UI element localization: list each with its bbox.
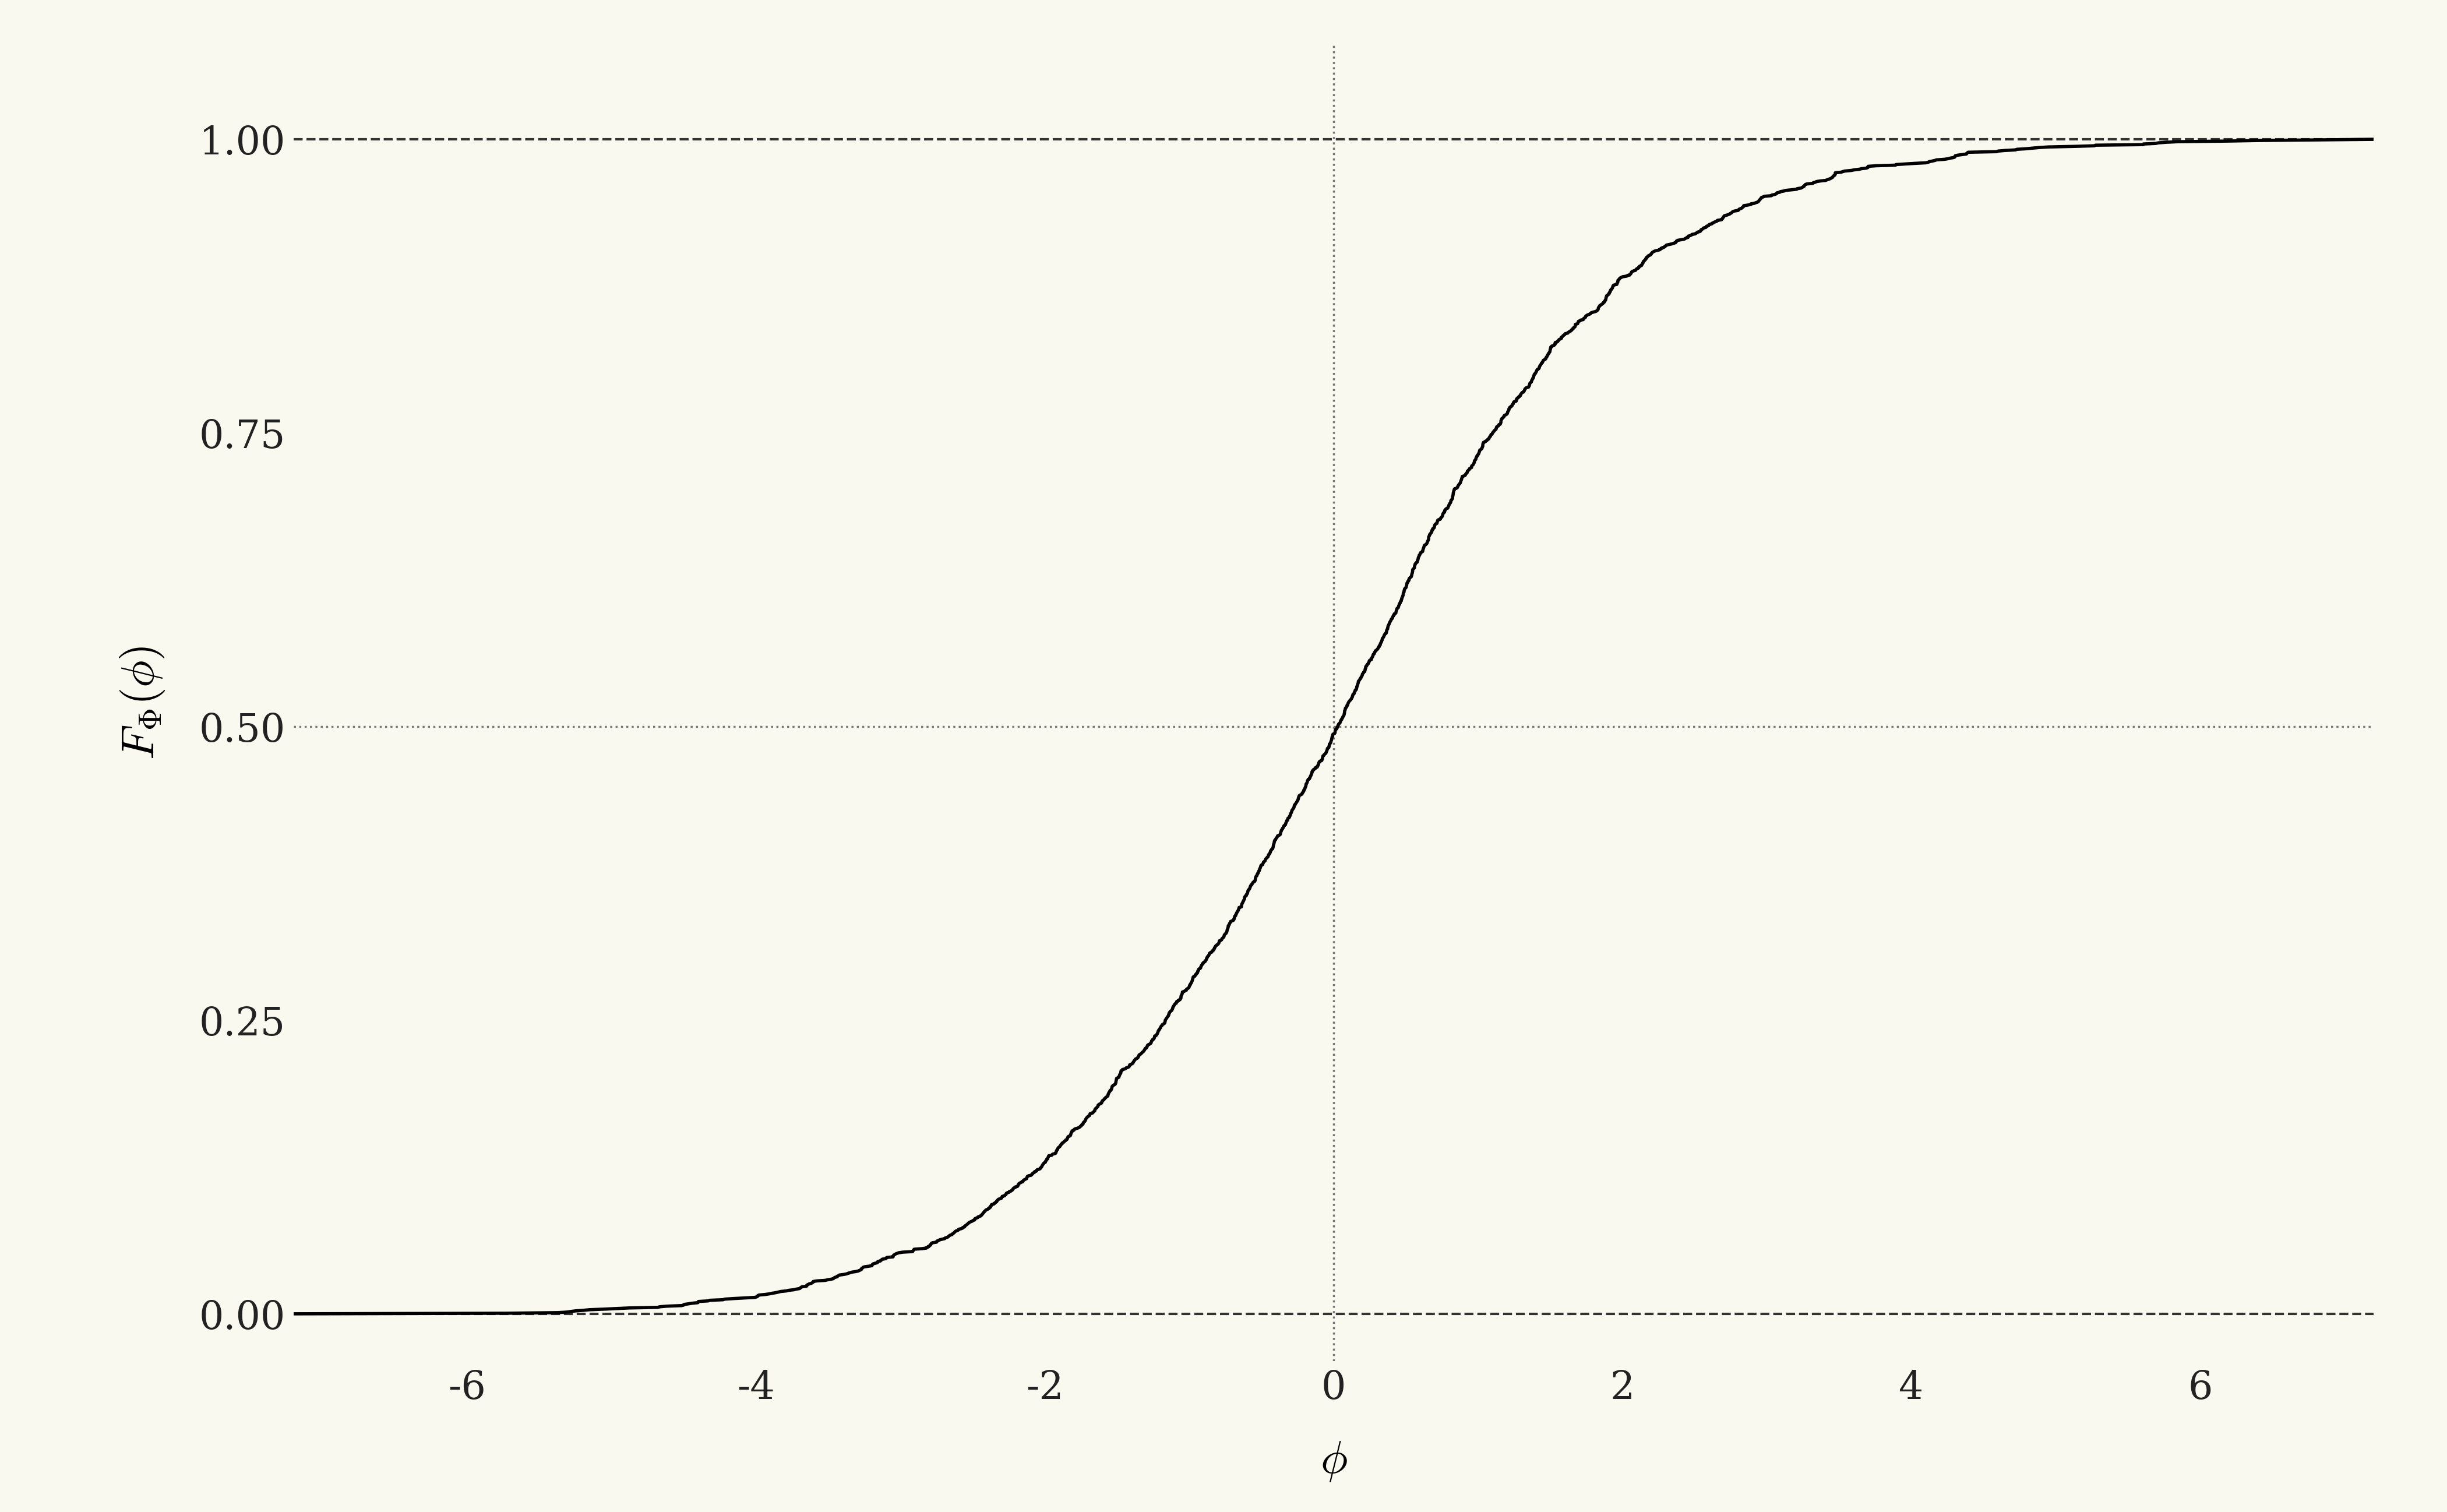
X-axis label: $\phi$: $\phi$ — [1319, 1439, 1348, 1483]
Y-axis label: $F_{\Phi}(\phi)$: $F_{\Phi}(\phi)$ — [117, 646, 166, 761]
